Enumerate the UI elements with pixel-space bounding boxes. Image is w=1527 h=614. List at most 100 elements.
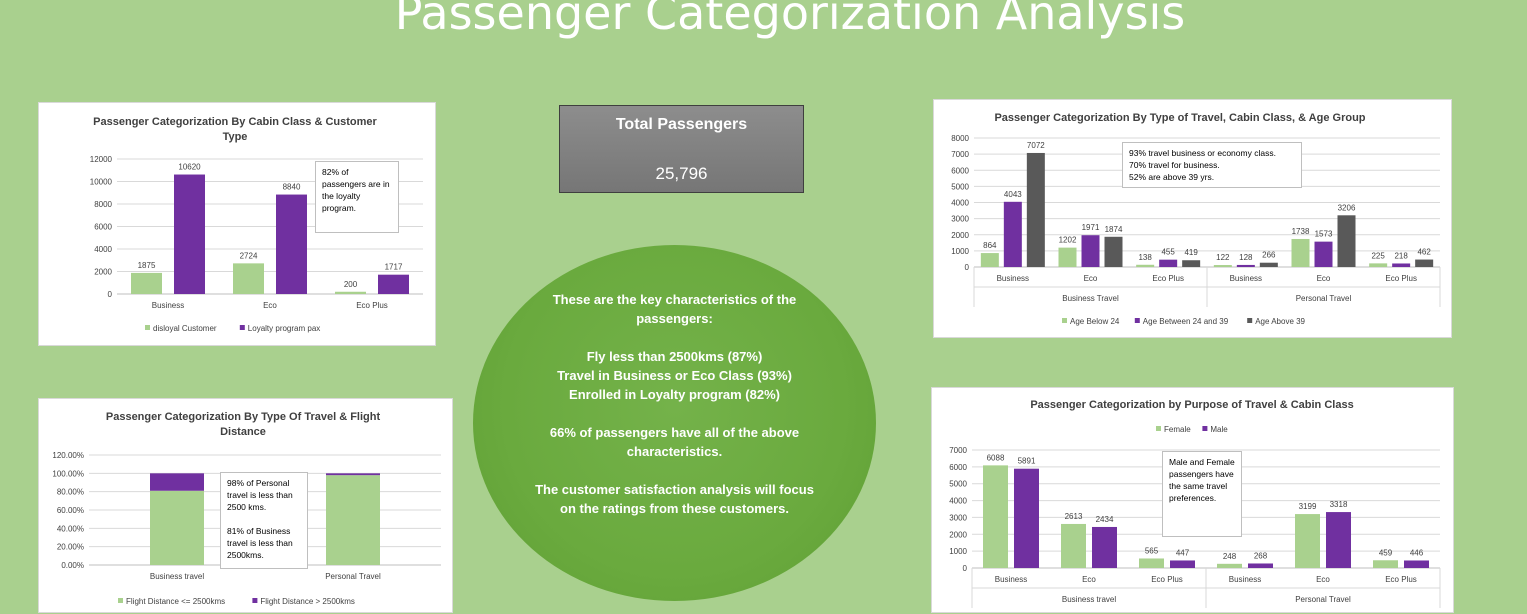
chart-panel-purpose-gender: Passenger Categorization by Purpose of T… [931,387,1454,613]
y-tick-label: 2000 [951,231,969,240]
bar [1404,560,1429,568]
bar [1092,526,1117,568]
category-label: Eco Plus [1152,274,1184,283]
y-tick-label: 2000 [949,530,967,539]
summary-intro: These are the key characteristics of the… [552,292,797,326]
group-label: Business travel [1062,595,1116,604]
bar [1314,241,1333,267]
summary-all: 66% of passengers have all of the above … [549,425,800,459]
bar [174,174,205,294]
category-label: Eco Plus [1385,575,1417,584]
legend-swatch [1062,318,1067,323]
data-label: 6088 [987,453,1005,462]
total-passengers-label: Total Passengers [615,116,748,133]
category-label: Personal Travel [325,572,381,581]
bar [1058,247,1077,267]
category-label: Eco [1084,274,1098,283]
legend-swatch [1202,426,1208,431]
total-passengers-card: Total Passengers 25,796 [559,105,804,193]
category-label: Eco Plus [1151,575,1183,584]
data-label: 419 [1184,248,1198,257]
y-tick-label: 60.00% [57,506,84,515]
data-label: 4043 [1004,190,1022,199]
bar [150,473,204,491]
legend-label: Age Below 24 [1070,317,1120,326]
bar [1295,514,1320,568]
legend-swatch [1247,318,1253,323]
travel-distance-chart: Passenger Categorization By Type Of Trav… [52,411,441,606]
y-tick-label: 20.00% [57,543,84,552]
chart-panel-cabin-customer: Passenger Categorization By Cabin Class … [38,102,436,346]
legend-label: Age Above 39 [1255,317,1305,326]
y-tick-label: 6000 [94,223,112,232]
bar [1259,262,1278,267]
y-tick-label: 8000 [94,200,112,209]
bar [1213,265,1232,267]
data-label: 1738 [1292,227,1310,236]
legend-swatch [1156,426,1161,431]
bar [1170,560,1195,568]
y-tick-label: 5000 [949,480,967,489]
bar [1326,512,1351,568]
summary-focus: The customer satisfaction analysis will … [535,482,814,516]
data-label: 3199 [1299,502,1317,511]
category-label: Eco [1317,274,1331,283]
category-label: Business [997,274,1029,283]
age-annotation-line: 93% travel business or economy class. [1129,148,1276,158]
bar [1182,260,1201,267]
y-tick-label: 0 [963,564,968,573]
y-tick-label: 12000 [90,155,113,164]
y-tick-label: 7000 [951,150,969,159]
chart-title: Type [223,131,248,143]
bar [1337,215,1356,267]
y-tick-label: 4000 [949,497,967,506]
y-tick-label: 0 [965,263,970,272]
y-tick-label: 3000 [949,513,967,522]
bar [378,274,409,294]
bar [1291,238,1310,267]
category-label: Eco Plus [356,301,388,310]
data-label: 248 [1223,552,1237,561]
y-tick-label: 8000 [951,134,969,143]
summary-class: Travel in Business or Eco Class (93%) [557,368,792,383]
data-label: 1573 [1315,230,1333,239]
bar [150,490,204,565]
category-label: Eco [1082,575,1096,584]
legend-swatch [118,598,123,603]
age-annotation-line: 70% travel for business. [1129,160,1220,170]
bar [1392,263,1411,267]
bar [983,465,1008,568]
bar [326,475,380,565]
data-label: 2724 [240,251,258,260]
chart-title: Passenger Categorization By Cabin Class … [93,116,377,128]
data-label: 138 [1138,253,1152,262]
chart-panel-travel-distance: Passenger Categorization By Type Of Trav… [38,398,453,613]
data-label: 7072 [1027,141,1045,150]
data-label: 1202 [1059,236,1077,245]
bar [1159,259,1178,267]
y-tick-label: 0 [108,290,113,299]
distance-annotation-personal: 98% of Personal travel is less than 2500… [227,478,293,512]
y-tick-label: 3000 [951,215,969,224]
y-tick-label: 7000 [949,446,967,455]
legend-swatch [145,325,150,330]
legend-swatch [1134,318,1140,323]
legend-swatch [239,325,245,330]
data-label: 1717 [385,263,403,272]
chart-panel-travel-cabin-age: Passenger Categorization By Type of Trav… [933,99,1452,338]
data-label: 1874 [1105,225,1123,234]
data-label: 122 [1216,253,1230,262]
bar [1104,236,1123,267]
y-tick-label: 10000 [90,178,113,187]
data-label: 218 [1394,251,1408,260]
data-label: 128 [1239,253,1253,262]
bar [233,263,264,294]
age-annotation-line: 52% are above 39 yrs. [1129,172,1215,182]
bar [980,253,999,267]
legend-label: Flight Distance > 2500kms [260,597,355,606]
bar [1014,468,1039,568]
y-tick-label: 1000 [949,547,967,556]
bar [1139,558,1164,568]
chart-title: Passenger Categorization By Type of Trav… [994,112,1365,124]
y-tick-label: 2000 [94,268,112,277]
